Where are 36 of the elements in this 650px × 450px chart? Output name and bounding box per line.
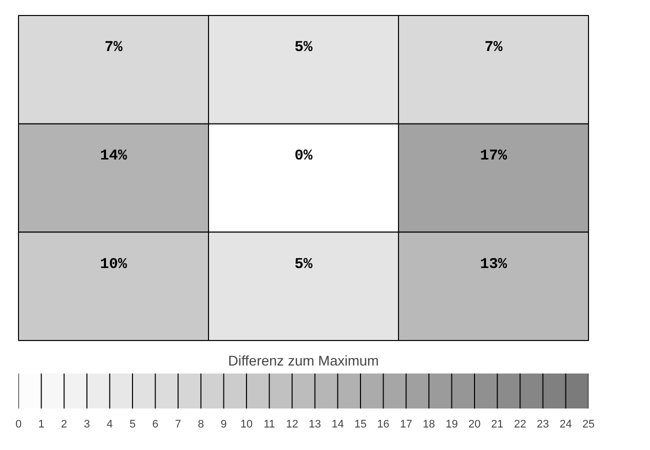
color-bar-label: 20: [468, 418, 481, 430]
color-bar-label: 18: [422, 418, 436, 430]
data-label: 17%: [480, 148, 508, 164]
color-bar-label: 6: [152, 418, 158, 430]
color-bar-label: 1: [38, 418, 44, 430]
color-bar-label: 5: [129, 418, 136, 430]
color-bar-label: 9: [220, 418, 227, 430]
data-label: 0%: [294, 148, 314, 164]
color-bar-label: 10: [240, 418, 253, 430]
color-bar-label: 8: [198, 418, 204, 430]
color-bar-label: 2: [61, 418, 68, 430]
data-label: 14%: [100, 148, 128, 164]
color-bar-label: 11: [264, 418, 276, 430]
color-bar-label: 14: [332, 418, 344, 430]
color-bar-label: 21: [491, 418, 504, 430]
color-bar-label: 22: [514, 418, 526, 430]
color-bar-label: 16: [377, 418, 390, 430]
color-bar-label: 23: [536, 418, 550, 430]
data-label: 5%: [294, 256, 314, 273]
color-bar-label: 3: [84, 418, 90, 430]
color-bar-label: 15: [354, 418, 367, 430]
color-bar-label: 12: [286, 418, 298, 430]
data-label: 7%: [104, 39, 124, 56]
color-bar-label: 13: [308, 418, 322, 430]
data-label: 7%: [484, 39, 504, 56]
data-label: 5%: [294, 39, 314, 56]
color-bar-label: 24: [560, 418, 572, 430]
color-bar-label: 25: [582, 418, 595, 430]
color-bar-label: 19: [446, 418, 458, 430]
data-label: 13%: [480, 256, 508, 273]
color-bar-label: 4: [106, 418, 113, 430]
data-label: 10%: [100, 256, 128, 273]
color-bar-label: 17: [400, 418, 412, 430]
color-bar-title: Differenz zum Maximum: [228, 352, 379, 368]
color-bar-label: 0: [15, 418, 22, 430]
color-bar-label: 7: [175, 418, 182, 430]
